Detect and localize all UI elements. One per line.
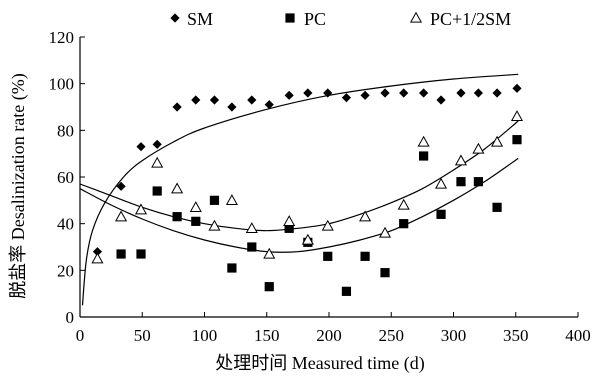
legend-marker-pc-1-2sm	[409, 11, 423, 23]
data-point-pc-1-2sm	[417, 135, 430, 147]
y-tick-label: 0	[66, 308, 75, 327]
data-point-sm	[284, 90, 294, 100]
trend-line-pc	[79, 157, 519, 253]
data-point-sm	[303, 88, 313, 98]
data-point-pc-1-2sm	[151, 156, 164, 168]
data-point-sm	[152, 139, 162, 149]
data-point-pc	[247, 242, 257, 252]
data-point-sm	[492, 88, 502, 98]
data-point-pc	[191, 216, 201, 226]
legend-label-sm: SM	[187, 9, 213, 29]
x-tick-label: 350	[503, 326, 529, 345]
data-point-pc	[172, 212, 182, 222]
data-point-sm	[264, 100, 274, 110]
data-point-sm	[473, 88, 483, 98]
data-point-pc-1-2sm	[321, 219, 334, 231]
legend-marker-pc	[285, 13, 295, 23]
y-axis-title: 脱盐率 Desalinization rate (%)	[8, 73, 29, 298]
data-point-pc	[380, 268, 390, 278]
data-point-sm	[456, 88, 466, 98]
data-point-sm	[341, 93, 352, 103]
data-point-pc	[436, 209, 446, 219]
data-point-pc	[360, 251, 370, 261]
legend-label-pc-1-2sm: PC+1/2SM	[430, 9, 511, 29]
data-point-sm	[136, 142, 146, 152]
data-point-sm	[92, 247, 103, 257]
data-point-sm	[172, 102, 182, 112]
y-tick-label: 80	[57, 121, 74, 140]
data-point-pc	[323, 251, 333, 261]
x-tick-label: 150	[254, 326, 280, 345]
data-point-pc-1-2sm	[301, 233, 314, 245]
data-point-pc-1-2sm	[359, 210, 372, 222]
x-tick-label: 0	[76, 326, 85, 345]
legend-label-pc: PC	[304, 9, 326, 29]
data-point-pc-1-2sm	[91, 252, 104, 264]
y-tick-label: 40	[57, 215, 74, 234]
data-point-pc-1-2sm	[510, 110, 524, 121]
data-point-pc-1-2sm	[189, 201, 202, 212]
trend-lines	[79, 73, 519, 306]
data-point-pc-1-2sm	[208, 219, 221, 231]
data-point-pc-1-2sm	[115, 210, 128, 222]
data-point-sm	[436, 95, 446, 105]
axes: 0 20 40 60 80 100 120 0 50 100 150 200 250 300 350 400	[49, 28, 591, 345]
data-point-sm	[227, 102, 237, 112]
y-tick-label: 60	[57, 168, 74, 187]
data-point-pc-1-2sm	[472, 142, 485, 154]
data-point-pc	[152, 186, 162, 196]
legend-marker-sm	[170, 13, 180, 23]
data-point-sm	[191, 95, 201, 105]
data-point-pc	[116, 249, 126, 259]
data-point-pc	[419, 151, 429, 161]
x-tick-label: 50	[134, 326, 151, 345]
data-point-pc	[512, 135, 522, 145]
data-point-pc-1-2sm	[134, 203, 148, 215]
data-point-pc-1-2sm	[283, 215, 296, 226]
legend: SM PC PC+1/2SM	[170, 9, 511, 29]
data-point-sm	[116, 181, 126, 191]
data-point-pc-1-2sm	[491, 135, 504, 147]
data-point-sm	[380, 88, 390, 98]
data-point-sm	[512, 83, 522, 93]
data-point-pc	[492, 202, 502, 212]
x-axis-title: 处理时间 Measured time (d)	[215, 353, 424, 374]
data-point-sm	[360, 90, 370, 100]
data-point-sm	[323, 88, 333, 98]
data-point-pc	[284, 223, 294, 233]
x-tick-label: 400	[565, 326, 591, 345]
data-point-pc	[227, 263, 237, 273]
data-point-pc	[473, 177, 483, 187]
data-point-pc-1-2sm	[454, 154, 468, 166]
data-point-pc-1-2sm	[378, 226, 392, 238]
x-tick-label: 200	[316, 326, 342, 345]
data-point-sm	[399, 88, 409, 98]
data-point-pc	[341, 286, 352, 296]
data-point-sm	[247, 95, 257, 105]
y-tick-label: 100	[49, 75, 75, 94]
data-point-pc	[136, 249, 146, 259]
y-tick-label: 20	[57, 261, 74, 280]
data-point-pc	[456, 177, 466, 187]
data-point-pc-1-2sm	[263, 247, 276, 259]
data-point-pc-1-2sm	[225, 194, 238, 205]
data-point-pc	[264, 282, 274, 292]
y-tick-label: 120	[49, 28, 75, 47]
trend-line-sm	[81, 73, 519, 306]
trend-line-pc-1-2sm	[79, 120, 519, 232]
data-point-pc-1-2sm	[171, 182, 184, 194]
data-point-sm	[419, 88, 429, 98]
data-point-pc-1-2sm	[245, 222, 258, 233]
data-point-sm	[209, 95, 220, 105]
x-tick-label: 300	[441, 326, 467, 345]
data-points	[91, 83, 524, 296]
data-point-pc	[399, 219, 409, 229]
data-point-pc	[209, 195, 220, 205]
data-point-pc-1-2sm	[397, 198, 410, 210]
x-tick-label: 100	[192, 326, 218, 345]
x-tick-label: 250	[379, 326, 405, 345]
data-point-pc-1-2sm	[435, 177, 448, 189]
